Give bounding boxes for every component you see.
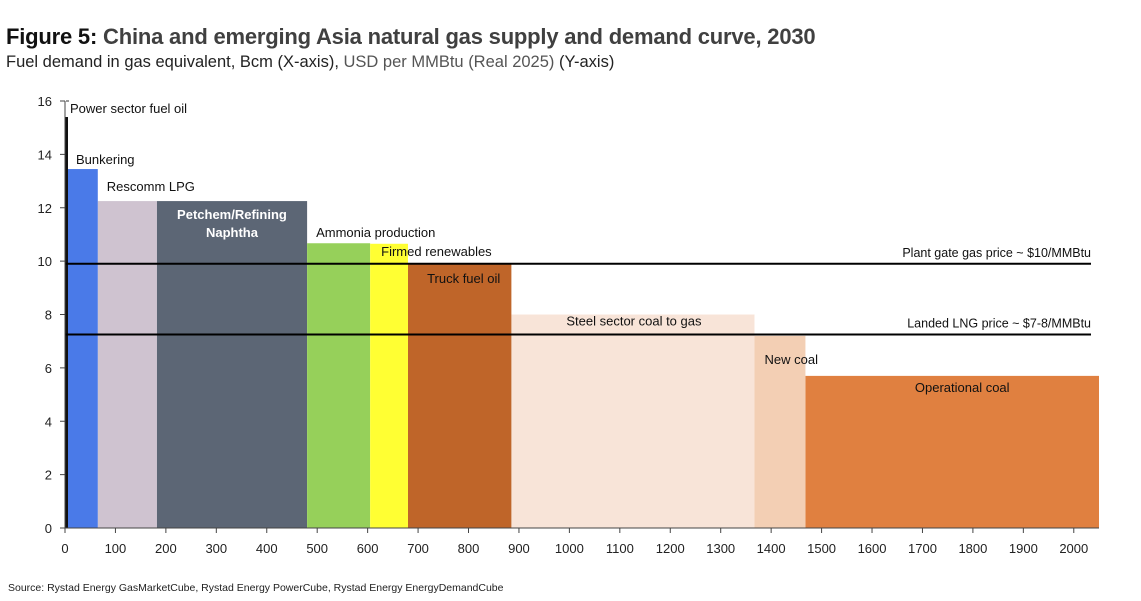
segment-label-steel-sector-coal-to-gas: Steel sector coal to gas: [566, 314, 702, 329]
figure-label: Figure 5:: [6, 24, 98, 49]
source-note: Source: Rystad Energy GasMarketCube, Rys…: [8, 582, 504, 594]
bar-power-sector-fuel-oil: [65, 117, 68, 528]
segment-label-power-sector-fuel-oil: Power sector fuel oil: [70, 101, 187, 116]
reference-line-label: Plant gate gas price ~ $10/MMBtu: [902, 246, 1091, 260]
x-tick-label: 0: [61, 541, 68, 556]
chart-subtitle: Fuel demand in gas equivalent, Bcm (X-ax…: [6, 53, 614, 72]
segment-label-operational-coal: Operational coal: [915, 380, 1010, 395]
segment-label-firmed-renewables: Firmed renewables: [381, 244, 492, 259]
x-tick-label: 1900: [1009, 541, 1038, 556]
bar-ammonia-production: [307, 243, 371, 528]
y-tick-label: 16: [38, 94, 52, 109]
reference-line-label: Landed LNG price ~ $7-8/MMBtu: [907, 317, 1091, 331]
bar-bunkering: [65, 169, 98, 528]
segment-label-petchem-refining-naphtha: Petchem/Refining: [177, 207, 287, 222]
subtitle-x: Fuel demand in gas equivalent, Bcm (X-ax…: [6, 53, 344, 71]
y-tick-label: 4: [45, 414, 52, 429]
x-tick-label: 500: [306, 541, 328, 556]
y-tick-label: 12: [38, 201, 52, 216]
x-tick-label: 300: [205, 541, 227, 556]
subtitle-y-suffix: (Y-axis): [554, 53, 615, 71]
x-tick-label: 1700: [908, 541, 937, 556]
x-tick-label: 700: [407, 541, 429, 556]
x-tick-label: 1800: [958, 541, 987, 556]
y-tick-label: 10: [38, 254, 52, 269]
bar-operational-coal: [805, 375, 1099, 528]
segment-label-petchem-refining-naphtha: Naphtha: [206, 225, 259, 240]
x-tick-label: 1200: [656, 541, 685, 556]
bar-new-coal: [754, 335, 806, 528]
title-text: China and emerging Asia natural gas supp…: [103, 24, 816, 49]
x-tick-label: 2000: [1059, 541, 1088, 556]
segment-label-rescomm-lpg: Rescomm LPG: [107, 179, 195, 194]
y-tick-label: 8: [45, 308, 52, 323]
x-tick-label: 400: [256, 541, 278, 556]
bar-steel-sector-coal-to-gas: [511, 314, 755, 528]
segment-label-bunkering: Bunkering: [76, 152, 135, 167]
x-tick-label: 1600: [858, 541, 887, 556]
y-tick-label: 14: [38, 147, 52, 162]
y-tick-label: 0: [45, 521, 52, 536]
bars-layer: [65, 117, 1099, 528]
x-tick-label: 1100: [606, 541, 634, 556]
x-tick-label: 100: [105, 541, 127, 556]
bar-petchem-refining-naphtha: [156, 201, 308, 528]
x-tick-label: 1500: [807, 541, 836, 556]
y-tick-label: 2: [45, 468, 52, 483]
segment-label-truck-fuel-oil: Truck fuel oil: [427, 271, 500, 286]
x-tick-label: 900: [508, 541, 530, 556]
x-tick-label: 1400: [757, 541, 786, 556]
chart-title: Figure 5: China and emerging Asia natura…: [6, 24, 816, 50]
segment-label-ammonia-production: Ammonia production: [316, 225, 435, 240]
x-tick-label: 200: [155, 541, 177, 556]
bar-rescomm-lpg: [97, 201, 157, 528]
x-tick-label: 1000: [555, 541, 584, 556]
segment-label-new-coal: New coal: [765, 352, 819, 367]
reference-lines-layer: [65, 262, 1091, 336]
bar-truck-fuel-oil: [407, 263, 512, 528]
x-tick-label: 1300: [706, 541, 735, 556]
labels-layer: Plant gate gas price ~ $10/MMBtu Landed L…: [70, 101, 1091, 395]
axes-layer: 0 2 4 6 8 10 12 14 16 0 100 200 300 400 500 600 700 800 90…: [38, 94, 1099, 556]
x-tick-label: 800: [458, 541, 480, 556]
bar-firmed-renewables: [370, 243, 408, 528]
subtitle-y: USD per MMBtu (Real 2025): [343, 53, 555, 71]
x-tick-label: 600: [357, 541, 379, 556]
y-tick-label: 6: [45, 361, 52, 376]
